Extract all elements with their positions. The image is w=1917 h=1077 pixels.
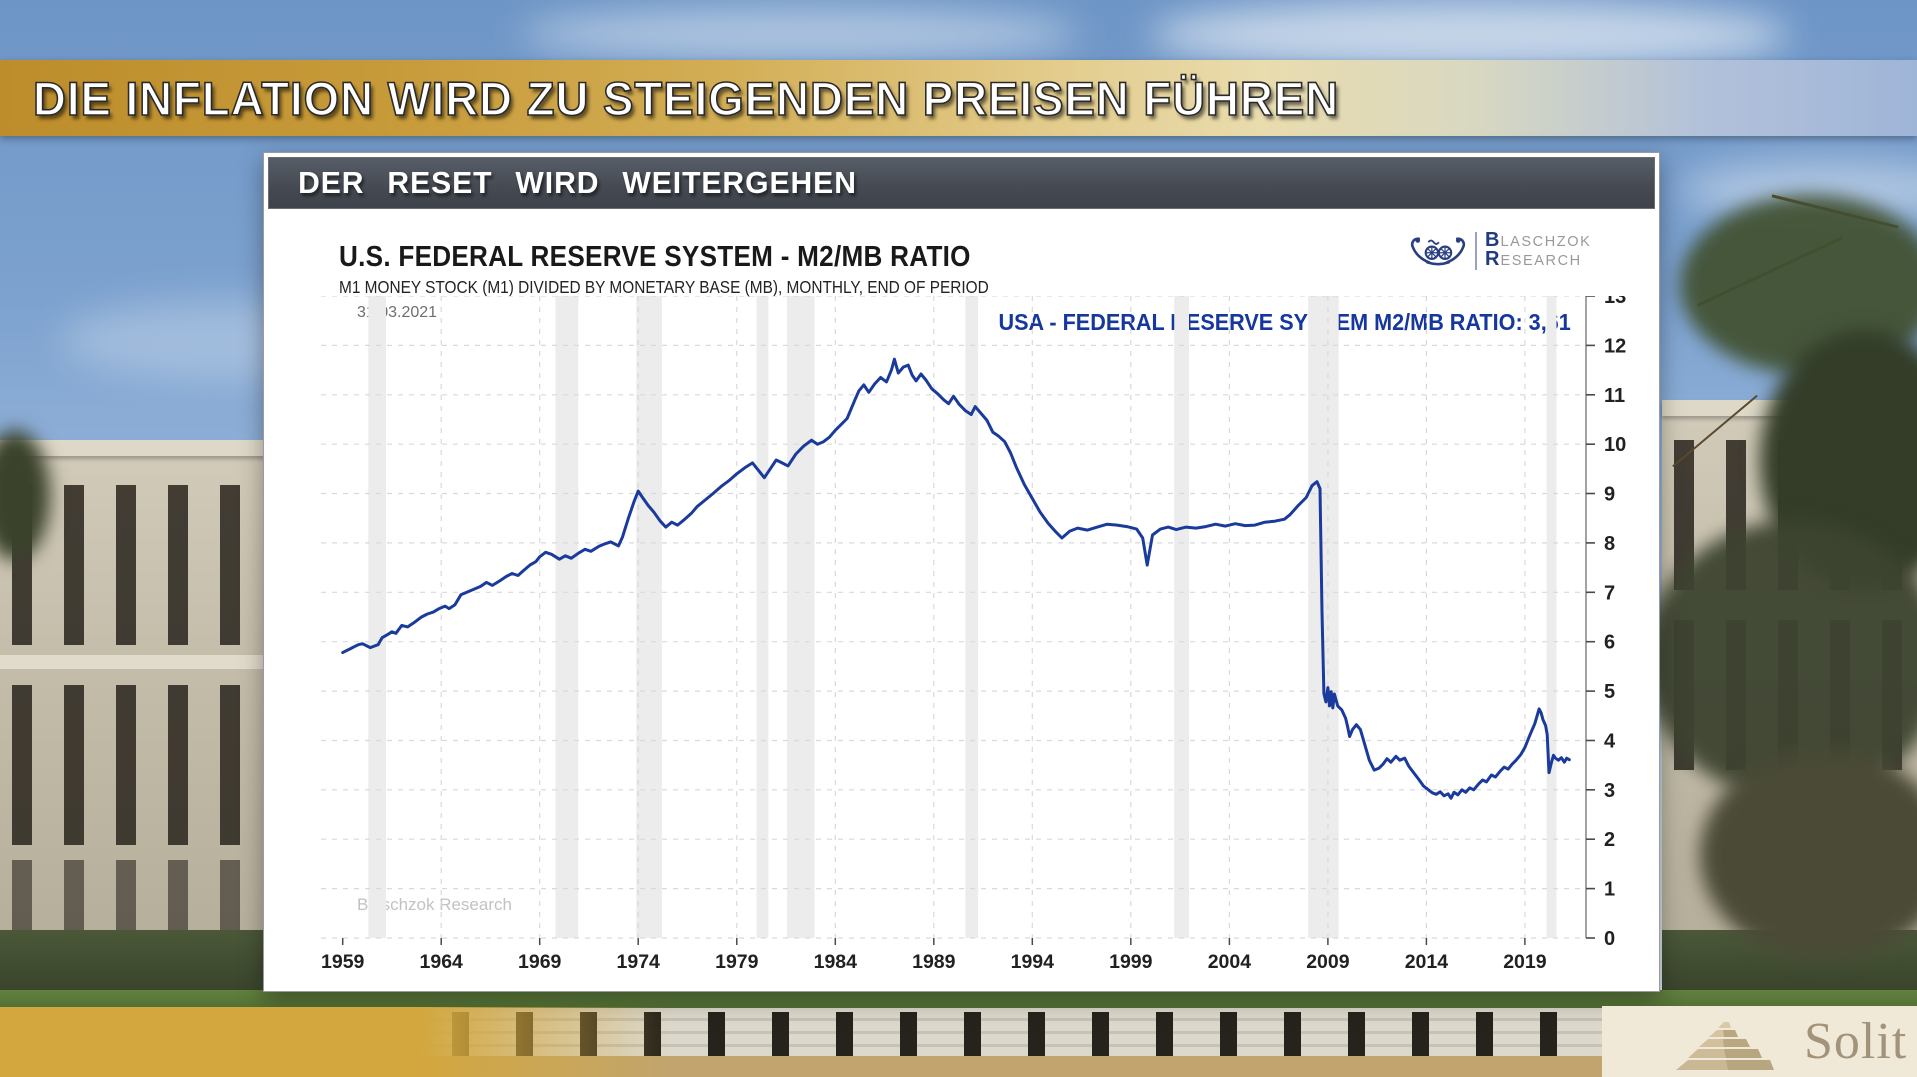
ratio-line	[341, 357, 1571, 800]
tree-foliage	[1700, 750, 1917, 960]
x-tick-label: 2019	[1503, 951, 1547, 973]
building-windows	[12, 485, 254, 645]
building-windows	[12, 685, 254, 845]
logo-initial: R	[1485, 248, 1501, 270]
y-tick-label: 0	[1604, 928, 1615, 950]
y-tick-label: 4	[1604, 731, 1616, 753]
lawn	[0, 990, 1917, 1012]
m2-mb-ratio-chart: 0 1 2 3 4 5 6 7 8 9 10 11 12 13 1959 1964 1969 1974 1979 19…	[321, 286, 1651, 976]
recession-band	[1546, 296, 1557, 938]
recession-band	[787, 296, 815, 938]
building-left	[0, 440, 266, 1000]
x-tick-label: 1974	[617, 951, 661, 973]
x-tick-label: 2004	[1208, 951, 1252, 973]
chart-subtitle: M1 MONEY STOCK (M1) DIVIDED BY MONETARY …	[339, 277, 989, 297]
logo-word: ESEARCH	[1500, 253, 1582, 269]
recession-band	[756, 296, 769, 938]
x-tick-label: 2009	[1306, 951, 1350, 973]
x-tick-label: 1994	[1011, 951, 1055, 973]
logo-divider	[1475, 232, 1477, 270]
y-tick-label: 8	[1604, 533, 1615, 555]
watermark: Blaschzok Research	[357, 895, 512, 914]
y-tick-label: 7	[1604, 582, 1615, 604]
y-tick-label: 5	[1604, 681, 1615, 703]
pyramid-icon	[1676, 1021, 1774, 1070]
solit-wordmark: Solit	[1804, 1013, 1908, 1070]
cloud	[1150, 0, 1790, 70]
y-tick-label: 6	[1604, 632, 1615, 654]
x-tick-label: 2014	[1405, 951, 1449, 973]
recession-band	[1174, 296, 1189, 938]
blaschzok-research-logo: BLASCHZOK RESEARCH	[1409, 229, 1592, 271]
series-legend: USA - FEDERAL RESERVE SYSTEM M2/MB RATIO…	[998, 309, 1571, 335]
y-tick-label: 10	[1604, 434, 1626, 456]
recession-band	[368, 296, 386, 938]
chart-panel: DER RESET WIRD WEITERGEHEN U.S. FEDERAL …	[263, 152, 1660, 992]
x-tick-label: 1964	[420, 951, 464, 973]
building-cornice	[0, 440, 266, 456]
solit-logo: Solit	[1602, 1006, 1917, 1077]
recession-band	[965, 296, 979, 938]
x-tick-label: 1984	[814, 951, 858, 973]
x-tick-label: 1979	[715, 951, 759, 973]
x-tick-label: 1959	[321, 951, 365, 973]
logo-initial: B	[1485, 229, 1501, 251]
title-banner: DIE INFLATION WIRD ZU STEIGENDEN PREISEN…	[0, 60, 1917, 136]
panel-header-title: DER RESET WIRD WEITERGEHEN	[298, 165, 857, 200]
y-tick-label: 9	[1604, 484, 1615, 506]
cloud	[520, 8, 1080, 60]
logo-word: LASCHZOK	[1500, 234, 1592, 250]
x-tick-label: 1969	[518, 951, 562, 973]
viking-ship-icon	[1410, 237, 1466, 266]
y-tick-label: 1	[1604, 879, 1615, 901]
y-tick-label: 2	[1604, 829, 1615, 851]
panel-header: DER RESET WIRD WEITERGEHEN	[268, 157, 1655, 209]
x-tick-label: 1989	[912, 951, 956, 973]
building-ledge	[0, 655, 266, 669]
y-tick-label: 3	[1604, 780, 1615, 802]
footer-gold-bar	[0, 1007, 700, 1077]
y-tick-label: 11	[1604, 385, 1625, 407]
y-tick-label: 13	[1604, 296, 1626, 308]
hedge-left	[0, 930, 266, 1000]
x-tick-label: 1999	[1109, 951, 1153, 973]
recession-band	[555, 296, 579, 938]
chart-title: U.S. FEDERAL RESERVE SYSTEM - M2/MB RATI…	[339, 241, 971, 273]
y-tick-label: 12	[1604, 335, 1626, 357]
tree-foliage	[1645, 520, 1917, 800]
logo-wordmark: BLASCHZOK RESEARCH	[1485, 229, 1592, 270]
recession-band	[636, 296, 662, 938]
slide-title: DIE INFLATION WIRD ZU STEIGENDEN PREISEN…	[32, 71, 1340, 126]
